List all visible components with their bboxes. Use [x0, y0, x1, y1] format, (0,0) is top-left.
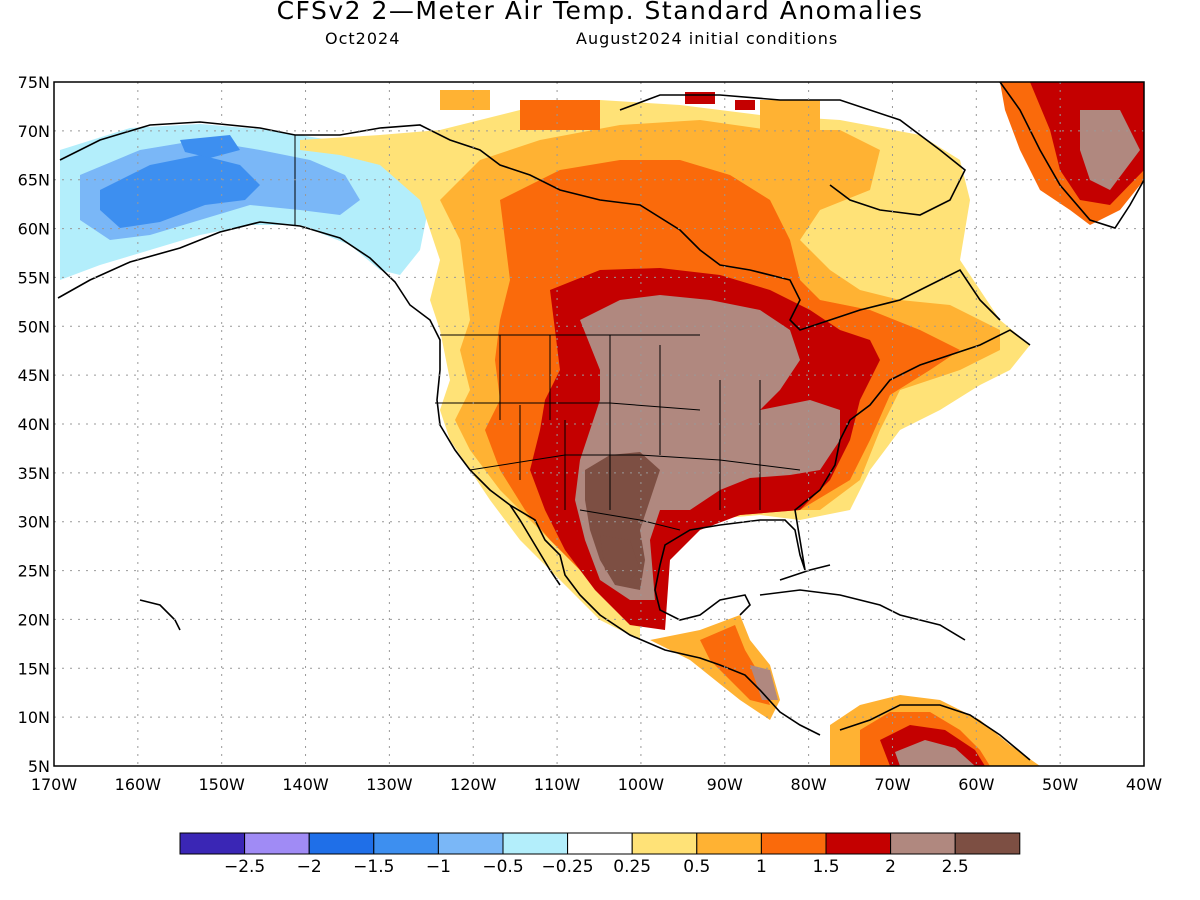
colorbar-swatch: [502, 832, 569, 855]
lon-tick-label: 130W: [366, 775, 413, 794]
lat-tick-label: 5N: [28, 757, 50, 776]
colorbar-label: 0.5: [683, 857, 710, 877]
lon-tick-label: 60W: [958, 775, 994, 794]
lon-tick-label: 80W: [791, 775, 827, 794]
lat-tick-label: 70N: [18, 122, 50, 141]
lon-tick-label: 150W: [199, 775, 246, 794]
colorbar-label: 1.5: [812, 857, 839, 877]
lon-tick-label: 160W: [115, 775, 162, 794]
lat-tick-label: 25N: [18, 562, 50, 581]
anomaly-field: [57, 82, 1144, 766]
lon-tick-label: 100W: [618, 775, 665, 794]
colorbar-label: −0.5: [482, 857, 523, 877]
colorbar-swatch: [244, 832, 310, 855]
lat-tick-label: 45N: [18, 366, 50, 385]
state-borders: [294, 135, 801, 531]
colorbar-label: 2.5: [942, 857, 969, 877]
axis-labels: 75N 70N 65N 60N 55N 50N 45N 40N 35N 30N 25N 20N 15N 1…: [18, 73, 1163, 794]
graticule: [54, 82, 1144, 766]
lat-tick-label: 20N: [18, 610, 50, 629]
colorbar-swatch: [437, 832, 504, 855]
forecast-month: Oct2024: [325, 29, 401, 48]
colorbar-swatch: [631, 832, 698, 855]
colorbar-swatch: [954, 832, 1021, 855]
colorbar-label: 0.25: [613, 857, 651, 877]
colorbar-swatch: [567, 832, 633, 855]
colorbar-label: −0.25: [542, 857, 594, 877]
colorbar-swatch: [696, 832, 762, 855]
lat-tick-label: 35N: [18, 464, 50, 483]
central-america-warm: [650, 615, 780, 720]
lat-tick-label: 55N: [18, 268, 50, 287]
cool-region-alaska-core: [100, 155, 260, 228]
colorbar-swatch: [308, 832, 375, 855]
lat-tick-label: 75N: [18, 73, 50, 92]
map-frame: [53, 81, 1145, 767]
colorbar-swatch: [890, 832, 956, 855]
initial-conditions-label: August2024 initial conditions: [576, 29, 839, 48]
colorbar-label: −2: [297, 857, 322, 877]
colorbar-label: −1: [426, 857, 451, 877]
colorbar-swatch: [825, 832, 892, 855]
colorbar-swatch: [373, 832, 439, 855]
lat-tick-label: 15N: [18, 659, 50, 678]
lon-tick-label: 110W: [534, 775, 581, 794]
colorbar: −2.5 −2 −1.5 −1 −0.5 −0.25 0.25 0.5 1 1.5 2 2.5: [179, 832, 1021, 877]
colorbar-label: 1: [756, 857, 767, 877]
lon-tick-label: 170W: [31, 775, 78, 794]
lat-tick-label: 40N: [18, 415, 50, 434]
lon-tick-label: 40W: [1126, 775, 1162, 794]
colorbar-swatch: [760, 832, 827, 855]
lon-tick-label: 50W: [1042, 775, 1078, 794]
lon-tick-label: 70W: [874, 775, 910, 794]
lat-tick-label: 10N: [18, 708, 50, 727]
lat-tick-label: 50N: [18, 317, 50, 336]
colorbar-swatch: [179, 832, 246, 855]
colorbar-label: −2.5: [224, 857, 265, 877]
colorbar-label: 2: [885, 857, 896, 877]
lon-tick-label: 120W: [450, 775, 497, 794]
lat-tick-label: 65N: [18, 171, 50, 190]
colorbar-label: −1.5: [353, 857, 394, 877]
lon-tick-label: 90W: [707, 775, 743, 794]
lon-tick-label: 140W: [282, 775, 329, 794]
map-title: CFSv2 2—Meter Air Temp. Standard Anomali…: [276, 0, 924, 25]
lat-tick-label: 60N: [18, 220, 50, 239]
lat-tick-label: 30N: [18, 513, 50, 532]
